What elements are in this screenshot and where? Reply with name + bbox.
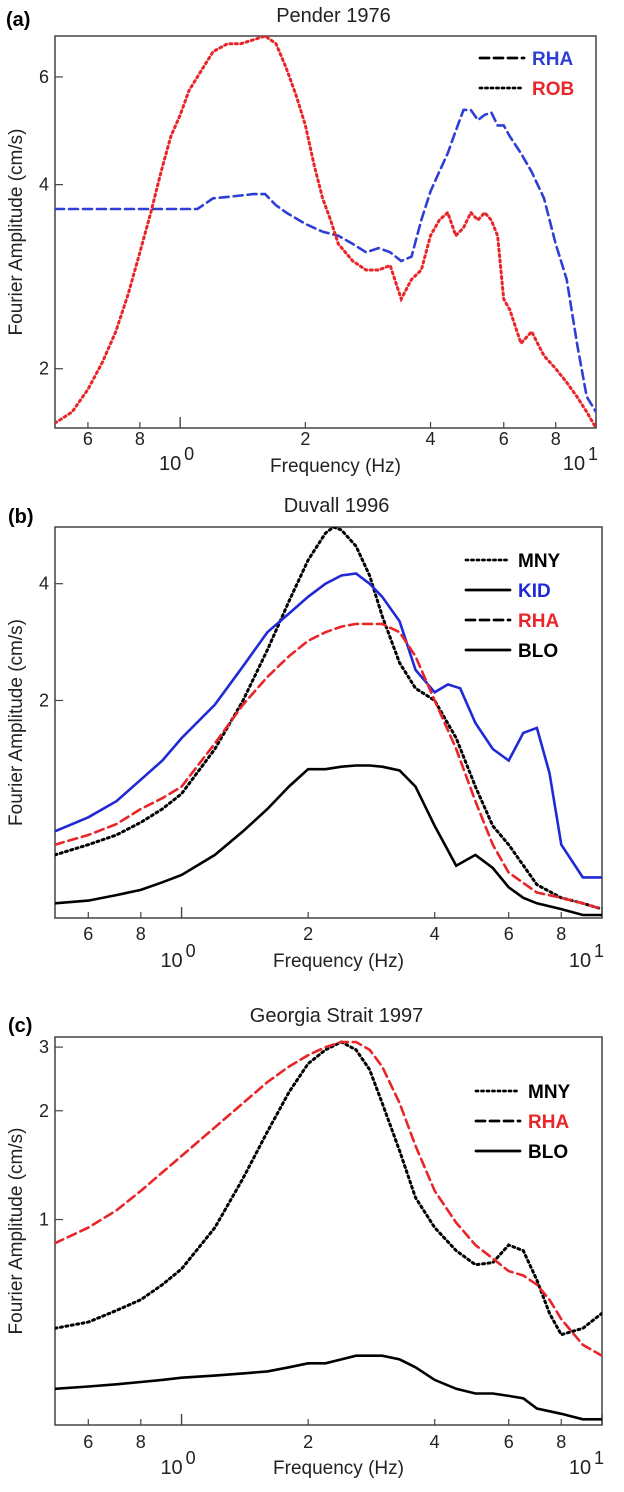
legend-label-rha: RHA <box>518 611 559 632</box>
x-tick-label: 6 <box>504 1432 514 1452</box>
x-major-label-base: 10 <box>569 1457 591 1479</box>
x-major-label-base: 10 <box>563 453 585 475</box>
x-tick-label: 4 <box>430 1432 440 1452</box>
legend-label-mny: MNY <box>528 1082 571 1103</box>
x-major-label-exponent: 1 <box>588 444 598 464</box>
legend-label-blo: BLO <box>528 1142 568 1163</box>
y-tick-label: 2 <box>39 1101 49 1121</box>
series-line-blo <box>55 764 602 917</box>
series-line-kid <box>55 572 602 879</box>
x-major-label-exponent: 0 <box>184 444 194 464</box>
chart-panel-3: Georgia Strait 1997(c)6 8 2 4 6 810 0 10 1123Fre… <box>6 1005 604 1479</box>
x-tick-label: 8 <box>556 1432 566 1452</box>
x-tick-label: 6 <box>83 924 93 944</box>
y-axis-label: Fourier Amplitude (cm/s) <box>6 129 27 336</box>
chart-title: Pender 1976 <box>276 5 391 27</box>
chart-title: Georgia Strait 1997 <box>250 1005 423 1027</box>
x-tick-label: 4 <box>430 924 440 944</box>
x-tick-label: 2 <box>303 1432 313 1452</box>
x-major-label-exponent: 1 <box>594 941 604 961</box>
y-axis-label: Fourier Amplitude (cm/s) <box>6 1128 27 1335</box>
y-tick-label: 4 <box>39 175 49 195</box>
chart-title: Duvall 1996 <box>284 495 390 517</box>
series-line-rha <box>55 622 602 911</box>
x-tick-label: 8 <box>556 924 566 944</box>
panel-label: (c) <box>8 1015 32 1037</box>
legend-label-mny: MNY <box>518 551 561 572</box>
series-line-rha <box>55 108 596 414</box>
x-tick-label: 6 <box>499 429 509 449</box>
y-tick-label: 6 <box>39 67 49 87</box>
legend-label-kid: KID <box>518 581 551 602</box>
series-line-blo <box>55 1354 602 1421</box>
x-major-label-base: 10 <box>160 1457 182 1479</box>
x-tick-label: 8 <box>551 429 561 449</box>
legend-label-rha: RHA <box>532 49 573 70</box>
x-major-label-base: 10 <box>159 453 181 475</box>
x-tick-label: 6 <box>83 1432 93 1452</box>
legend-label-rob: ROB <box>532 79 574 100</box>
legend-label-rha: RHA <box>528 1112 569 1133</box>
x-axis-label: Frequency (Hz) <box>273 951 404 972</box>
plot-frame <box>54 1036 603 1426</box>
panel-label: (a) <box>6 9 30 31</box>
x-tick-label: 8 <box>136 1432 146 1452</box>
y-tick-label: 2 <box>39 690 49 710</box>
y-tick-label: 2 <box>39 359 49 379</box>
panel-label: (b) <box>8 506 34 528</box>
x-tick-label: 8 <box>135 429 145 449</box>
x-tick-label: 2 <box>303 924 313 944</box>
plot-frame <box>54 35 597 429</box>
series-line-rha <box>55 1040 602 1357</box>
x-major-label-exponent: 1 <box>594 1448 604 1468</box>
x-tick-label: 4 <box>426 429 436 449</box>
y-tick-label: 4 <box>39 574 49 594</box>
plot-frame <box>54 526 603 919</box>
y-tick-label: 1 <box>39 1210 49 1230</box>
series-line-mny <box>55 527 602 911</box>
x-major-label-base: 10 <box>569 950 591 972</box>
x-axis-label: Frequency (Hz) <box>273 1458 404 1479</box>
x-major-label-exponent: 0 <box>186 1448 196 1468</box>
x-tick-label: 6 <box>83 429 93 449</box>
x-axis-label: Frequency (Hz) <box>270 456 401 477</box>
x-tick-label: 2 <box>300 429 310 449</box>
y-tick-label: 3 <box>39 1037 49 1057</box>
series-line-mny <box>55 1040 602 1337</box>
x-tick-label: 8 <box>136 924 146 944</box>
x-tick-label: 6 <box>504 924 514 944</box>
x-major-label-base: 10 <box>160 950 182 972</box>
x-major-label-exponent: 0 <box>186 941 196 961</box>
legend-label-blo: BLO <box>518 641 558 662</box>
y-axis-label: Fourier Amplitude (cm/s) <box>6 619 27 826</box>
series-line-rob <box>55 36 596 428</box>
